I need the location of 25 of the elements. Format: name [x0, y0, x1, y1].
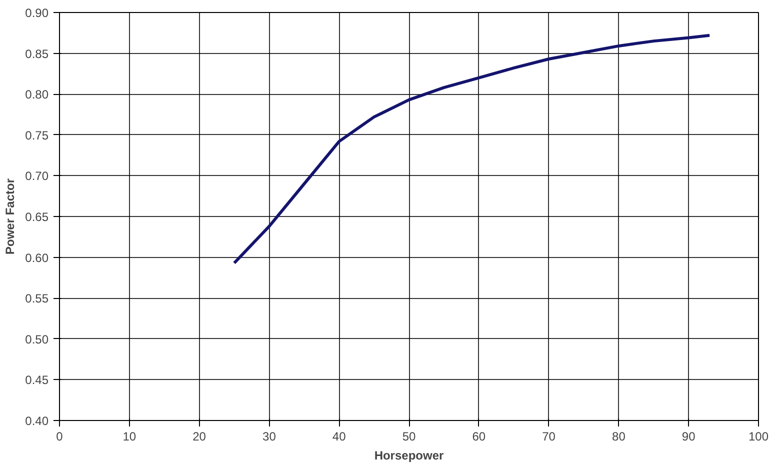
- x-tick-label: 40: [332, 430, 346, 444]
- y-tick-label: 0.75: [25, 128, 49, 142]
- x-tick-label: 20: [192, 430, 206, 444]
- x-tick-label: 100: [748, 430, 769, 444]
- y-tick-label: 0.55: [25, 292, 49, 306]
- x-tick-label: 60: [472, 430, 486, 444]
- y-tick-label: 0.45: [25, 373, 49, 388]
- x-tick-label: 70: [542, 430, 556, 444]
- x-tick-label: 10: [122, 430, 136, 444]
- x-tick-label: 0: [56, 430, 64, 444]
- y-tick-label: 0.60: [25, 250, 49, 265]
- y-tick-label: 0.80: [25, 88, 49, 102]
- x-axis-title: Horsepower: [374, 448, 444, 462]
- x-tick-label: 30: [262, 430, 276, 444]
- y-axis-title: Power Factor: [3, 178, 18, 255]
- y-tick-label: 0.90: [25, 6, 49, 20]
- y-tick-label: 0.85: [25, 46, 49, 61]
- y-tick-label: 0.70: [25, 169, 49, 184]
- x-tick-label: 90: [682, 430, 696, 444]
- y-tick-label: 0.65: [25, 210, 49, 224]
- y-tick-label: 0.40: [25, 414, 49, 428]
- line-series: [232, 34, 712, 265]
- x-tick-label: 50: [402, 430, 416, 444]
- y-tick-label: 0.50: [25, 332, 49, 346]
- x-tick-label: 80: [612, 430, 626, 444]
